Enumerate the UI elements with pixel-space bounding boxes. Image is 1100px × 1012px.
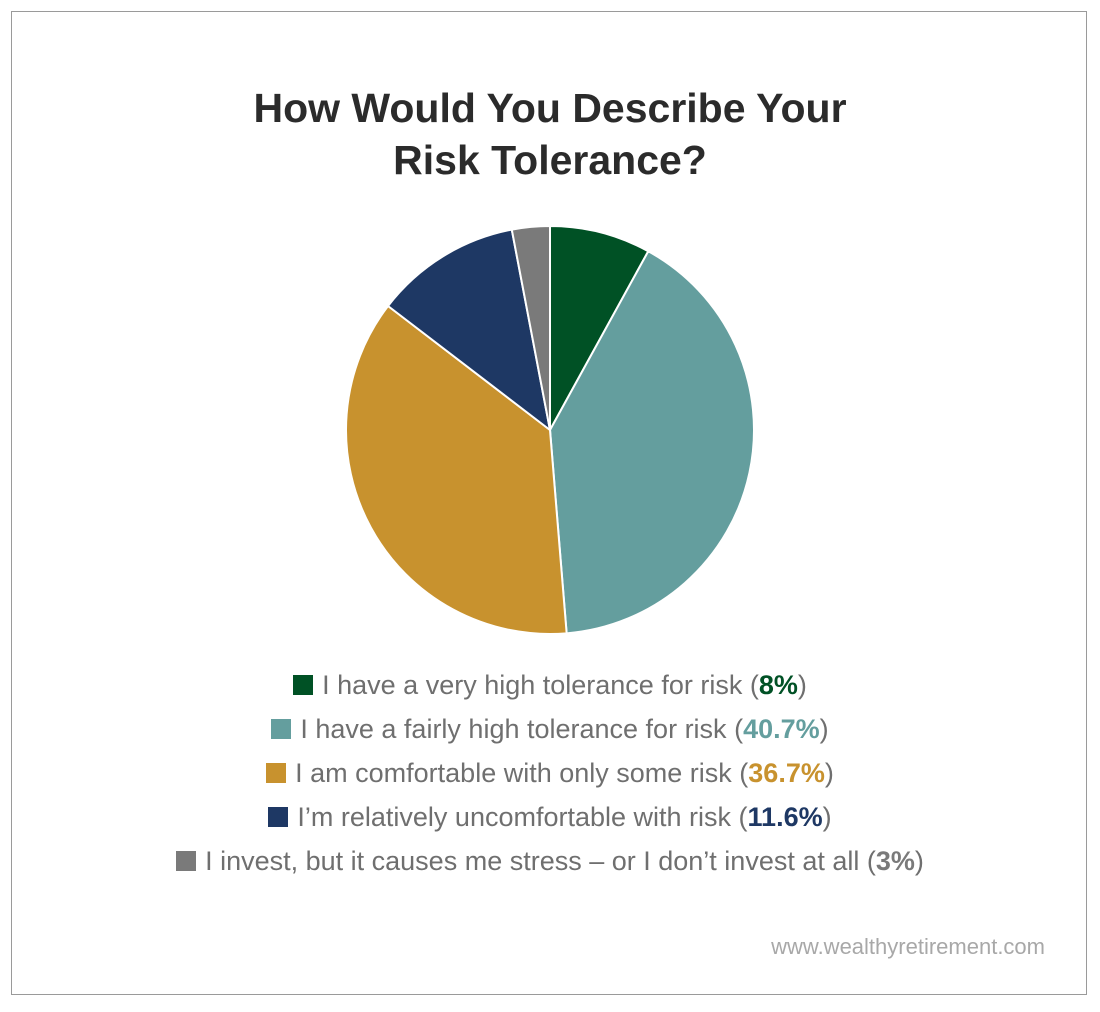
legend-swatch [268, 807, 289, 827]
legend-item-fairly-high: I have a fairly high tolerance for risk … [0, 707, 1100, 751]
chart-legend: I have a very high tolerance for risk (8… [0, 663, 1100, 883]
chart-title-line-1: How Would You Describe Your [253, 85, 847, 131]
pie-slice-2 [345, 304, 568, 635]
legend-value: 11.6% [747, 801, 823, 832]
legend-item-some-risk: I am comfortable with only some risk (36… [0, 751, 1100, 795]
chart-title: How Would You Describe Your Risk Toleran… [0, 82, 1100, 186]
legend-label: I invest, but it causes me stress – or I… [205, 845, 860, 876]
pie-chart [345, 225, 755, 635]
pie-slice-1 [549, 250, 755, 635]
pie-slice-4 [510, 225, 551, 431]
legend-swatch [266, 763, 287, 783]
legend-value: 40.7% [743, 713, 820, 744]
legend-label: I have a fairly high tolerance for risk [300, 713, 727, 744]
legend-item-very-high: I have a very high tolerance for risk (8… [0, 663, 1100, 707]
legend-label: I have a very high tolerance for risk [322, 669, 743, 700]
pie-slice-0 [549, 225, 650, 431]
pie-slice-3 [387, 228, 551, 431]
legend-value: 3% [875, 845, 915, 876]
legend-label: I am comfortable with only some risk [295, 757, 732, 788]
legend-value: 8% [758, 669, 798, 700]
legend-item-stress: I invest, but it causes me stress – or I… [0, 839, 1100, 883]
chart-title-line-2: Risk Tolerance? [393, 137, 707, 183]
legend-swatch [293, 675, 314, 695]
legend-swatch [176, 851, 197, 871]
legend-value: 36.7% [748, 757, 825, 788]
legend-label: I’m relatively uncomfortable with risk [297, 801, 732, 832]
legend-swatch [271, 719, 292, 739]
source-url: www.wealthyretirement.com [771, 934, 1045, 959]
legend-item-uncomfortable: I’m relatively uncomfortable with risk (… [0, 795, 1100, 839]
